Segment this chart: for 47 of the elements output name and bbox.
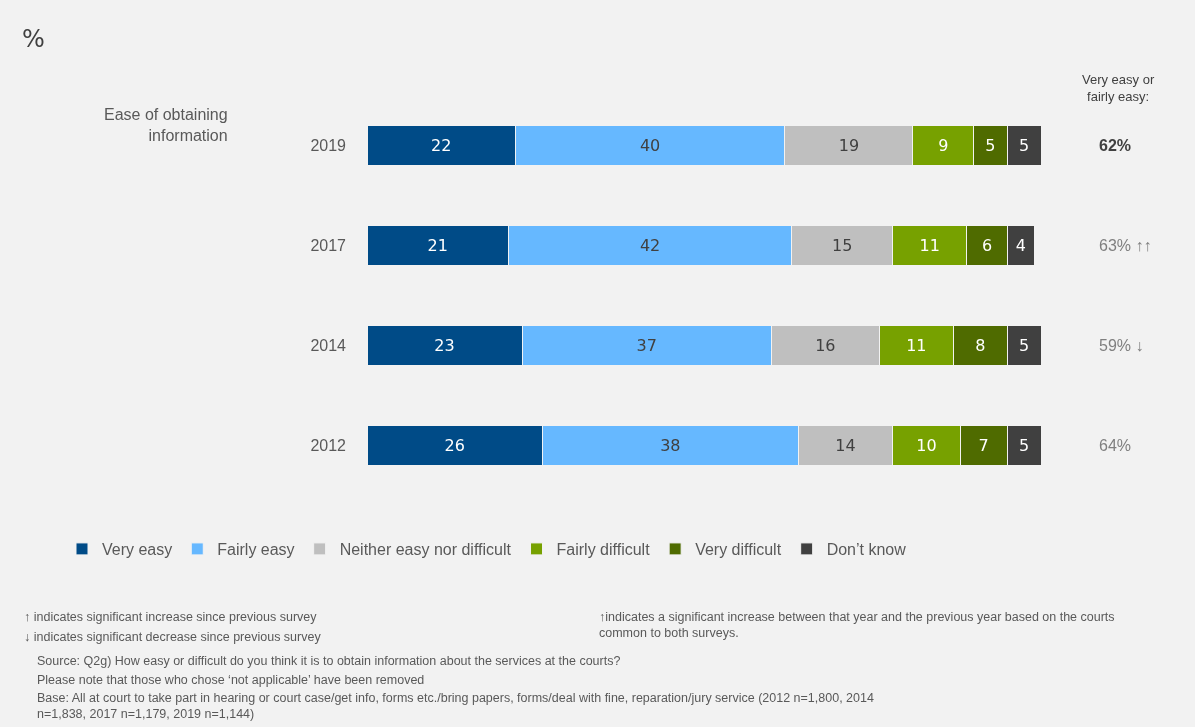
text: % [22,24,45,53]
legend-label: Very difficult [695,541,782,559]
data-label: 15 [831,235,853,255]
data-label: 22 [430,135,452,155]
data-label: 14 [835,435,856,455]
legend-label: Neither easy nor difficult [339,541,512,559]
data-label: 6 [981,235,993,255]
text: Please note that those who chose ‘not applicable’ have been removed [37,673,425,687]
data-label: 11 [919,235,940,255]
data-label: 5 [1019,135,1030,155]
legend-label: Don’t know [826,541,907,559]
text: Ease of obtaining information [104,106,228,144]
data-label: 10 [916,435,937,455]
data-label: 5 [985,135,996,155]
data-label: 7 [978,435,989,455]
data-label: 5 [1019,435,1030,455]
text: ↓ indicates significant decrease since previous survey [24,630,322,644]
data-label: 9 [938,135,949,155]
text: 59% ↓ [1099,337,1144,354]
data-label: 5 [1019,335,1030,355]
text: 64% [1099,437,1132,454]
data-label: 4 [1015,235,1026,255]
y-tick-label: 2012 [310,436,347,454]
data-label: 16 [815,335,836,355]
data-label: 42 [639,235,661,255]
data-label: 21 [427,235,448,255]
text: Very easy or fairly easy: [1082,72,1155,104]
text: Base: All at court to take part in hearing or court case/get info, forms etc./bring papers, forms/deal with fine, reparation/jury service (2012 n=1,800, 2014 n=1,838, 2017 n=1,179, 2019 n=1,144) [37,691,874,722]
text: ↑ indicates significant increase since previous survey [24,610,318,624]
data-label: 38 [660,435,681,455]
source-note: Source: Q2g) How easy or difficult do you think it is to obtain information about the services at the courts? [37,654,621,668]
data-label: 8 [975,335,986,355]
y-tick-label: 2019 [310,136,347,154]
y-tick-label: 2014 [310,336,347,354]
text: 63% ↑↑ [1099,237,1152,254]
data-label: 40 [639,135,661,155]
data-label: 23 [434,335,455,355]
data-label: 37 [636,335,657,355]
text: ↑indicates a significant increase between that year and the previous year based on the courts common to both surveys. [599,610,1115,641]
data-label: 19 [838,135,860,155]
data-label: 11 [906,335,927,355]
data-label: 26 [444,435,465,455]
legend-label: Fairly difficult [556,541,651,559]
legend-label: Fairly easy [217,541,295,559]
y-tick-label: 2017 [310,236,347,254]
text: 62% [1099,137,1132,154]
legend-label: Very easy [102,541,173,559]
